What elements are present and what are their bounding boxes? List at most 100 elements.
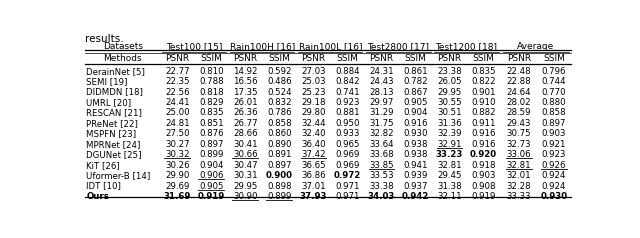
Text: 0.897: 0.897 — [267, 161, 292, 170]
Text: 0.910: 0.910 — [471, 98, 496, 107]
Text: 30.90: 30.90 — [233, 192, 258, 201]
Text: 0.969: 0.969 — [335, 161, 360, 170]
Text: PSNR: PSNR — [438, 55, 461, 64]
Text: 0.906: 0.906 — [199, 171, 223, 180]
Text: 32.81: 32.81 — [437, 161, 462, 170]
Text: SSIM: SSIM — [200, 55, 222, 64]
Text: SSIM: SSIM — [268, 55, 291, 64]
Text: 22.77: 22.77 — [165, 67, 189, 76]
Text: 33.68: 33.68 — [369, 150, 394, 159]
Text: DerainNet [5]: DerainNet [5] — [86, 67, 145, 76]
Text: 26.01: 26.01 — [233, 98, 258, 107]
Text: 0.782: 0.782 — [403, 77, 428, 86]
Text: DGUNet [25]: DGUNet [25] — [86, 150, 142, 159]
Text: 32.44: 32.44 — [301, 119, 326, 128]
Text: 29.80: 29.80 — [301, 109, 326, 118]
Text: 25.23: 25.23 — [301, 88, 326, 97]
Text: 37.93: 37.93 — [300, 192, 327, 201]
Text: 0.926: 0.926 — [542, 161, 566, 170]
Text: 37.42: 37.42 — [301, 150, 326, 159]
Text: 0.905: 0.905 — [403, 98, 428, 107]
Text: 32.81: 32.81 — [506, 161, 531, 170]
Text: 0.860: 0.860 — [267, 129, 292, 138]
Text: 0.904: 0.904 — [403, 109, 428, 118]
Text: 0.903: 0.903 — [471, 171, 496, 180]
Text: 33.53: 33.53 — [369, 171, 394, 180]
Text: UMRL [20]: UMRL [20] — [86, 98, 132, 107]
Text: 0.941: 0.941 — [403, 161, 428, 170]
Text: 0.786: 0.786 — [267, 109, 292, 118]
Text: 30.47: 30.47 — [233, 161, 258, 170]
Text: 31.29: 31.29 — [369, 109, 394, 118]
Text: 29.97: 29.97 — [369, 98, 394, 107]
Text: PSNR: PSNR — [369, 55, 394, 64]
Text: 0.810: 0.810 — [199, 67, 223, 76]
Text: 33.06: 33.06 — [506, 150, 531, 159]
Text: 24.31: 24.31 — [369, 67, 394, 76]
Text: 0.592: 0.592 — [267, 67, 292, 76]
Text: 32.01: 32.01 — [506, 171, 531, 180]
Text: 0.796: 0.796 — [542, 67, 566, 76]
Text: 26.05: 26.05 — [437, 77, 462, 86]
Text: 31.69: 31.69 — [164, 192, 191, 201]
Text: 30.66: 30.66 — [233, 150, 258, 159]
Text: 32.40: 32.40 — [301, 129, 326, 138]
Text: 0.901: 0.901 — [471, 88, 496, 97]
Text: 29.43: 29.43 — [506, 119, 531, 128]
Text: 0.911: 0.911 — [471, 119, 496, 128]
Text: RESCAN [21]: RESCAN [21] — [86, 109, 142, 118]
Text: 37.01: 37.01 — [301, 182, 326, 191]
Text: 26.77: 26.77 — [233, 119, 258, 128]
Text: 24.43: 24.43 — [369, 77, 394, 86]
Text: 0.897: 0.897 — [199, 140, 223, 149]
Text: PSNR: PSNR — [165, 55, 189, 64]
Text: 0.744: 0.744 — [541, 77, 566, 86]
Text: 31.75: 31.75 — [369, 119, 394, 128]
Text: 30.75: 30.75 — [506, 129, 531, 138]
Text: 0.835: 0.835 — [199, 109, 223, 118]
Text: 0.919: 0.919 — [471, 192, 496, 201]
Text: 32.11: 32.11 — [437, 192, 462, 201]
Text: 24.64: 24.64 — [506, 88, 531, 97]
Text: 0.899: 0.899 — [199, 150, 223, 159]
Text: 0.916: 0.916 — [403, 119, 428, 128]
Text: 0.900: 0.900 — [266, 171, 293, 180]
Text: Test1200 [18]: Test1200 [18] — [436, 42, 497, 51]
Text: 0.741: 0.741 — [335, 88, 360, 97]
Text: 0.904: 0.904 — [199, 161, 223, 170]
Text: SSIM: SSIM — [472, 55, 495, 64]
Text: 28.66: 28.66 — [233, 129, 258, 138]
Text: 0.965: 0.965 — [335, 140, 360, 149]
Text: SSIM: SSIM — [337, 55, 358, 64]
Text: 0.938: 0.938 — [403, 140, 428, 149]
Text: 0.867: 0.867 — [403, 88, 428, 97]
Text: 0.897: 0.897 — [542, 119, 566, 128]
Text: 29.95: 29.95 — [233, 182, 257, 191]
Text: 0.770: 0.770 — [541, 88, 566, 97]
Text: Uformer-B [14]: Uformer-B [14] — [86, 171, 150, 180]
Text: 31.38: 31.38 — [437, 182, 462, 191]
Text: 32.28: 32.28 — [506, 182, 531, 191]
Text: 0.858: 0.858 — [267, 119, 292, 128]
Text: SEMI [19]: SEMI [19] — [86, 77, 128, 86]
Text: 0.969: 0.969 — [335, 150, 360, 159]
Text: MSPFN [23]: MSPFN [23] — [86, 129, 136, 138]
Text: 30.26: 30.26 — [165, 161, 189, 170]
Text: 32.91: 32.91 — [437, 140, 462, 149]
Text: 0.832: 0.832 — [267, 98, 292, 107]
Text: 0.924: 0.924 — [542, 171, 566, 180]
Text: 0.851: 0.851 — [199, 119, 223, 128]
Text: results.: results. — [85, 34, 124, 44]
Text: 0.918: 0.918 — [471, 161, 496, 170]
Text: Test2800 [17]: Test2800 [17] — [367, 42, 429, 51]
Text: 23.38: 23.38 — [437, 67, 462, 76]
Text: 0.818: 0.818 — [199, 88, 223, 97]
Text: 0.971: 0.971 — [335, 182, 360, 191]
Text: Methods: Methods — [103, 55, 142, 64]
Text: 0.884: 0.884 — [335, 67, 360, 76]
Text: 29.69: 29.69 — [165, 182, 189, 191]
Text: 33.64: 33.64 — [369, 140, 394, 149]
Text: 30.27: 30.27 — [165, 140, 189, 149]
Text: 0.972: 0.972 — [333, 171, 361, 180]
Text: 0.898: 0.898 — [267, 182, 292, 191]
